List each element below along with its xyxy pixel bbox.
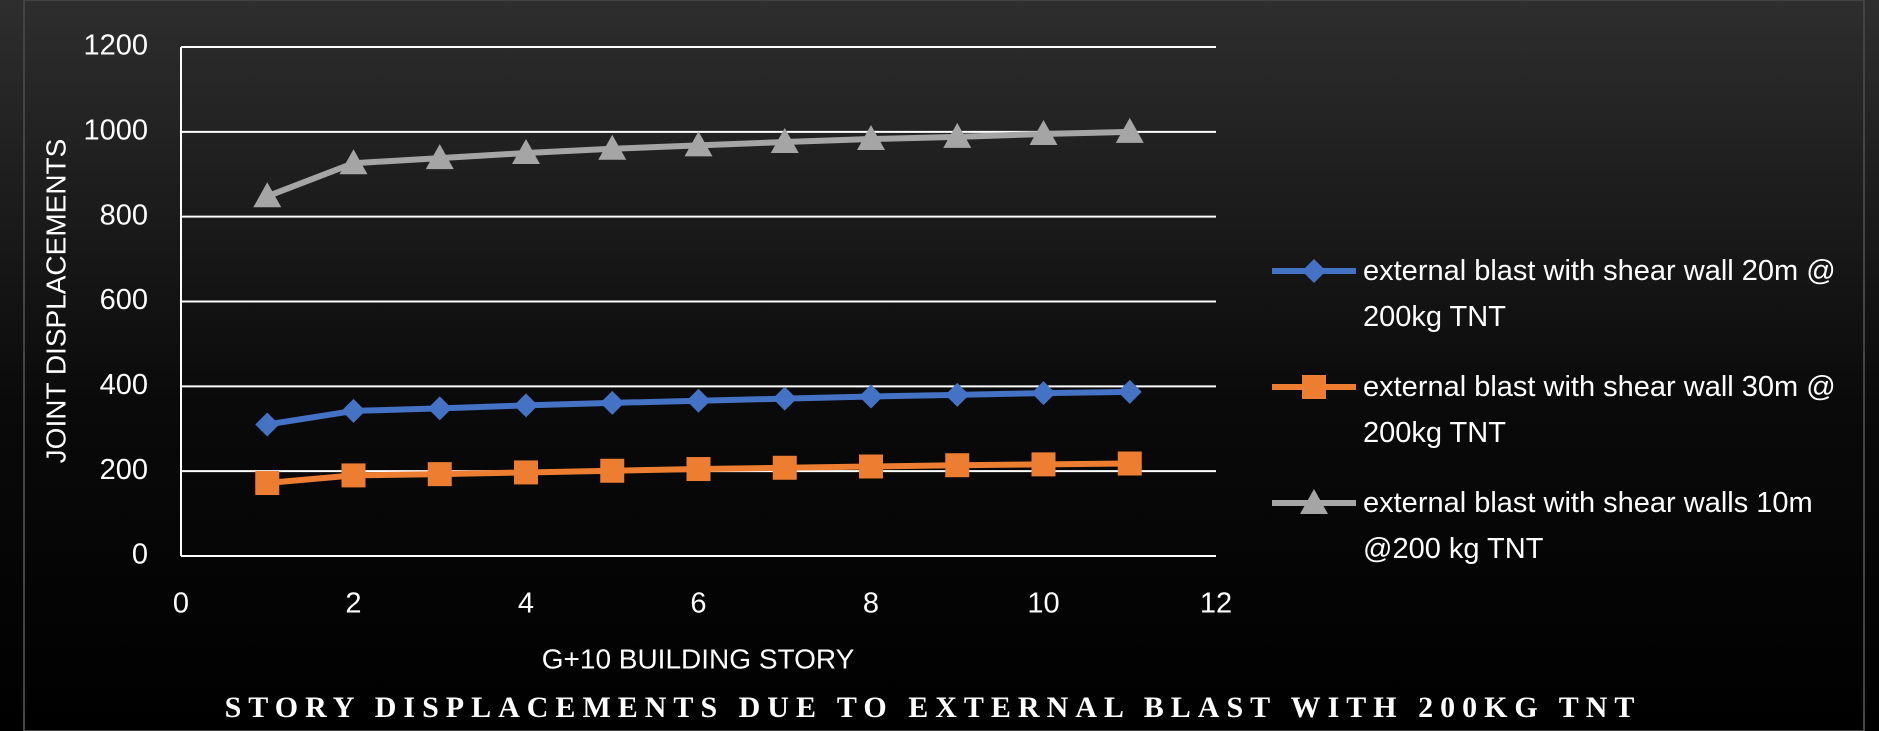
marker-triangle <box>339 149 368 175</box>
y-tick-label: 400 <box>100 369 148 401</box>
x-axis-title: G+10 BUILDING STORY <box>542 643 855 674</box>
marker-square <box>600 458 625 483</box>
y-tick-label: 1000 <box>83 114 148 146</box>
marker-diamond <box>772 386 797 411</box>
x-tick-label: 8 <box>863 588 879 620</box>
series <box>253 117 1144 208</box>
series <box>255 379 1142 437</box>
marker-diamond <box>427 396 452 421</box>
marker-diamond <box>514 393 538 418</box>
marker-square <box>859 454 883 479</box>
marker-diamond <box>600 390 625 415</box>
x-tick-label: 10 <box>1027 588 1059 620</box>
x-tick-label: 12 <box>1200 588 1232 620</box>
marker-diamond <box>1302 259 1326 283</box>
marker-diamond <box>1031 381 1056 406</box>
x-tick-label: 2 <box>345 588 361 620</box>
marker-triangle <box>770 128 799 154</box>
marker-diamond <box>341 398 366 423</box>
marker-diamond <box>686 388 711 413</box>
marker-square <box>341 463 366 488</box>
marker-triangle <box>253 182 282 208</box>
marker-triangle <box>1300 489 1328 514</box>
marker-diamond <box>859 384 883 409</box>
marker-diamond <box>1117 379 1142 404</box>
marker-square <box>1117 451 1142 476</box>
marker-diamond <box>255 412 280 437</box>
legend-label: external blast with shear walls 10m @200… <box>1363 487 1813 565</box>
frame <box>23 0 1865 731</box>
marker-triangle <box>857 125 885 151</box>
chart-title: STORY DISPLACEMENTS DUE TO EXTERNAL BLAS… <box>225 691 1642 724</box>
legend-label: external blast with shear wall 20m @ 200… <box>1363 255 1836 333</box>
marker-square <box>427 462 452 487</box>
marker-square <box>686 457 711 482</box>
x-tick-label: 4 <box>518 588 534 620</box>
marker-square <box>772 455 797 480</box>
marker-square <box>1031 452 1056 477</box>
marker-triangle <box>943 122 972 148</box>
marker-triangle <box>425 144 454 170</box>
marker-square <box>1302 375 1326 399</box>
x-tick-label: 6 <box>690 588 706 620</box>
marker-triangle <box>1115 117 1144 143</box>
marker-triangle <box>598 134 627 160</box>
marker-triangle <box>684 131 713 157</box>
y-tick-label: 200 <box>100 454 148 486</box>
marker-square <box>255 471 280 496</box>
y-tick-label: 0 <box>132 539 148 571</box>
series <box>255 451 1142 496</box>
marker-triangle <box>1029 119 1058 145</box>
legend-label: external blast with shear wall 30m @ 200… <box>1363 371 1836 449</box>
y-tick-label: 800 <box>100 199 148 231</box>
marker-square <box>514 460 538 485</box>
y-tick-label: 1200 <box>83 30 148 62</box>
y-tick-label: 600 <box>100 284 148 316</box>
y-axis-title: JOINT DISPLACEMENTS <box>40 139 71 464</box>
marker-diamond <box>945 382 970 407</box>
x-tick-label: 0 <box>173 588 189 620</box>
marker-square <box>945 453 970 478</box>
marker-triangle <box>512 139 540 165</box>
